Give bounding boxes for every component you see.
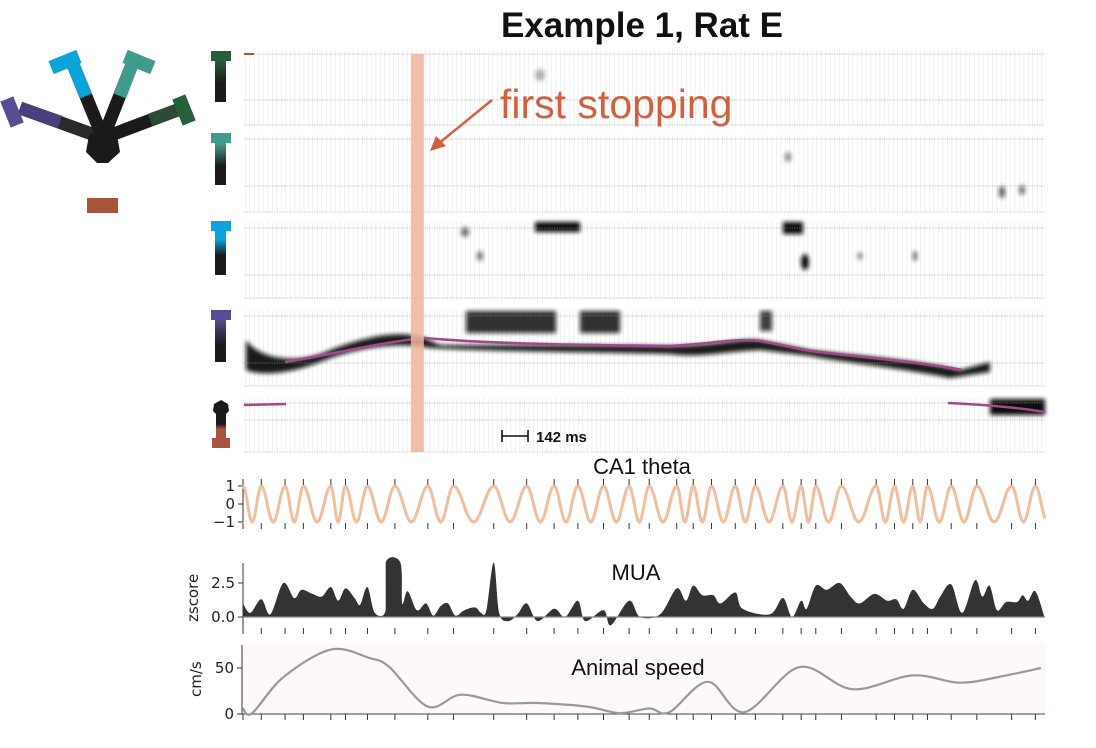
theta-title: CA1 theta: [593, 454, 692, 479]
speed-ytick-label: 50: [215, 659, 234, 677]
theta-panel: CA1 theta 10−1: [213, 454, 1047, 531]
arm-icon-purple: [211, 310, 231, 362]
theta-line: [241, 483, 1047, 525]
scale-bar-label: 142 ms: [536, 429, 587, 446]
maze-icon: [0, 49, 196, 213]
arm-icon-blue: [211, 221, 231, 275]
arrow-icon: [437, 99, 493, 145]
speed-line: [242, 647, 1042, 716]
speed-ylabel: cm/s: [187, 661, 205, 697]
mua-ylabel: zscore: [184, 574, 202, 622]
decoding-heatmap: [243, 50, 1046, 453]
theta-ytick-label: −1: [213, 513, 235, 531]
arm-icon-green: [211, 51, 231, 102]
mua-panel: MUA zscore 2.5 0.0: [184, 557, 1045, 634]
theta-ytick-label: 1: [225, 477, 235, 495]
mua-ytick-label: 0.0: [211, 608, 235, 626]
speed-panel: Animal speed cm/s 50 0: [187, 643, 1046, 723]
speed-title: Animal speed: [571, 655, 704, 680]
mua-title: MUA: [612, 560, 661, 585]
first-stopping-label: first stopping: [500, 81, 732, 127]
home-icon: [212, 400, 230, 448]
speed-ytick-label: 0: [224, 705, 234, 723]
figure-title: Example 1, Rat E: [501, 6, 783, 45]
position-track: [243, 336, 1046, 414]
mua-ytick-label: 2.5: [211, 574, 235, 592]
stopping-band: [410, 54, 424, 452]
first-stopping-annotation: first stopping: [410, 54, 732, 452]
theta-ytick-label: 0: [225, 495, 235, 513]
arm-icon-teal: [211, 133, 231, 185]
mua-area: [243, 557, 1045, 626]
gridlines: [244, 53, 1045, 453]
arm-icons: [211, 51, 231, 448]
scale-bar: 142 ms: [501, 429, 587, 446]
